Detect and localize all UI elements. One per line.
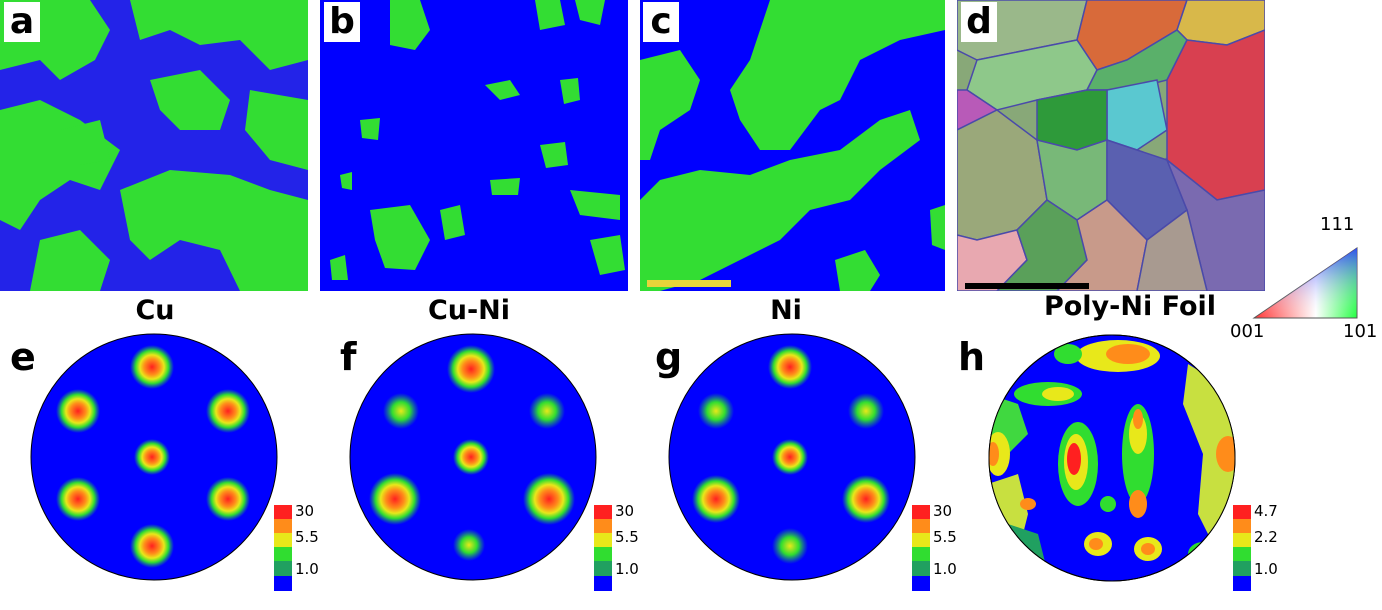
pole-figure-f-plot: [349, 333, 597, 581]
colorbar-h-max: 4.7: [1254, 502, 1278, 520]
pole-figure-e: [30, 333, 278, 581]
map-b-phase-image: [330, 0, 625, 280]
pole-figure-title-poly-ni-foil: Poly-Ni Foil: [1043, 291, 1217, 322]
panel-label-c: c: [643, 2, 679, 42]
pole-figure-title-ni: Ni: [770, 295, 802, 326]
colorbar-e-max: 30: [295, 502, 315, 520]
colorbar-g-max: 30: [933, 502, 953, 520]
ipf-triangle-legend: 111 001 101: [1230, 214, 1382, 348]
pole-figure-title-cu-ni: Cu-Ni: [427, 295, 511, 326]
ipf-triangle-icon: [1252, 247, 1358, 319]
panel-label-g: g: [655, 335, 683, 379]
colorbar-g-mid: 5.5: [933, 528, 957, 546]
colorbar-e: [274, 505, 292, 591]
colorbar-f-min: 1.0: [615, 560, 639, 578]
colorbar-f-max: 30: [615, 502, 635, 520]
colorbar-g: [912, 505, 930, 591]
panel-label-h: h: [958, 335, 986, 379]
panel-label-f: f: [340, 335, 357, 379]
scale-bar-yellow: [647, 280, 731, 287]
panel-label-b: b: [324, 2, 360, 42]
colorbar-e-min: 1.0: [295, 560, 319, 578]
colorbar-f: [594, 505, 612, 591]
map-panel-a: [0, 0, 308, 291]
colorbar-e-mid: 5.5: [295, 528, 319, 546]
pole-figure-h: [988, 334, 1236, 582]
ipf-label-001: 001: [1230, 321, 1265, 342]
pole-figure-h-plot: [988, 334, 1236, 582]
colorbar-f-mid: 5.5: [615, 528, 639, 546]
map-d-grain-image: [957, 0, 1265, 291]
map-panel-d: [957, 0, 1265, 291]
ipf-label-111: 111: [1320, 214, 1355, 235]
map-c-phase-image: [640, 0, 945, 291]
pole-figure-g: [668, 333, 916, 581]
panel-label-e: e: [10, 335, 36, 379]
map-panel-b: [320, 0, 628, 291]
colorbar-h: [1233, 505, 1251, 591]
map-a-phase-image: [0, 0, 308, 291]
map-panel-c: [640, 0, 945, 291]
colorbar-g-min: 1.0: [933, 560, 957, 578]
ipf-label-101: 101: [1343, 321, 1378, 342]
panel-label-a: a: [4, 2, 40, 42]
pole-figure-g-plot: [668, 333, 916, 581]
panel-label-d: d: [961, 2, 997, 42]
pole-figure-e-plot: [30, 333, 278, 581]
colorbar-h-min: 1.0: [1254, 560, 1278, 578]
colorbar-h-mid: 2.2: [1254, 528, 1278, 546]
pole-figure-title-cu: Cu: [135, 295, 175, 326]
scale-bar-black: [965, 283, 1089, 289]
pole-figure-f: [349, 333, 597, 581]
